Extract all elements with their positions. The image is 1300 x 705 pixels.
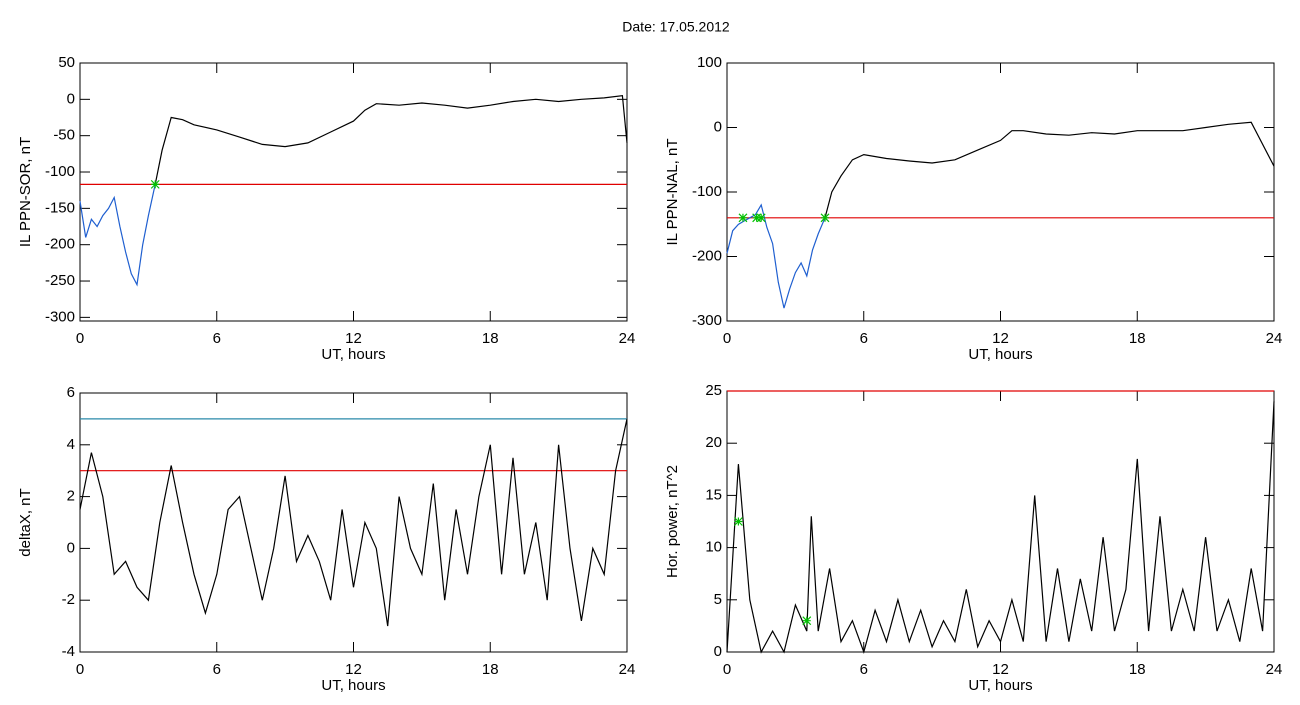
y-tick-label: 20 (705, 434, 722, 451)
x-tick-label: 6 (860, 330, 868, 347)
x-tick-label: 6 (860, 661, 868, 678)
y-axis-label: Hor. power, nT^2 (664, 465, 681, 578)
x-tick-label: 24 (619, 661, 636, 678)
x-tick-label: 24 (1266, 330, 1283, 347)
x-axis-label: UT, hours (321, 346, 385, 363)
y-tick-label: 25 (705, 382, 722, 399)
y-tick-label: -200 (692, 247, 722, 264)
x-tick-label: 12 (345, 661, 362, 678)
data-line (726, 401, 1275, 654)
data-line (79, 184, 156, 287)
plot-frame (79, 392, 628, 653)
star-marker (738, 213, 748, 223)
y-tick-label: -50 (53, 127, 75, 144)
y-tick-label: -2 (62, 591, 75, 608)
x-tick-label: 6 (213, 661, 221, 678)
star-marker (733, 517, 743, 526)
plot-frame (726, 390, 1275, 653)
x-tick-label: 12 (992, 661, 1009, 678)
plot-frame (79, 62, 628, 322)
x-tick-label: 0 (76, 661, 84, 678)
x-tick-label: 18 (1129, 661, 1146, 678)
y-tick-label: -300 (45, 308, 75, 325)
x-tick-label: 24 (1266, 661, 1283, 678)
star-marker (820, 213, 830, 223)
y-tick-label: 0 (714, 643, 722, 660)
y-tick-label: 15 (705, 486, 722, 503)
y-tick-label: 2 (67, 488, 75, 505)
data-line (79, 418, 628, 627)
y-tick-label: -300 (692, 312, 722, 329)
y-tick-label: -150 (45, 199, 75, 216)
data-line (154, 95, 628, 185)
star-marker (150, 179, 160, 189)
star-marker (802, 616, 812, 626)
x-tick-label: 6 (213, 330, 221, 347)
x-tick-label: 18 (482, 330, 499, 347)
x-tick-label: 12 (992, 330, 1009, 347)
y-tick-label: 5 (714, 591, 722, 608)
star-marker (756, 213, 766, 223)
star-marker (752, 213, 762, 223)
plot-frame (726, 62, 1275, 322)
data-line (824, 121, 1275, 218)
y-tick-label: -4 (62, 643, 75, 660)
data-line (726, 203, 826, 309)
y-tick-label: 0 (67, 539, 75, 556)
y-axis-label: IL PPN-NAL, nT (664, 139, 681, 246)
x-tick-label: 18 (1129, 330, 1146, 347)
y-tick-label: -100 (692, 183, 722, 200)
x-tick-label: 24 (619, 330, 636, 347)
x-tick-label: 0 (76, 330, 84, 347)
y-tick-label: -250 (45, 272, 75, 289)
x-axis-label: UT, hours (321, 677, 385, 694)
y-tick-label: 10 (705, 539, 722, 556)
y-tick-label: 0 (714, 118, 722, 135)
x-tick-label: 0 (723, 330, 731, 347)
x-tick-label: 18 (482, 661, 499, 678)
x-axis-label: UT, hours (968, 346, 1032, 363)
y-axis-label: IL PPN-SOR, nT (17, 137, 34, 247)
y-tick-label: 50 (58, 54, 75, 71)
y-tick-label: -200 (45, 236, 75, 253)
y-tick-label: 6 (67, 384, 75, 401)
y-tick-label: 4 (67, 436, 75, 453)
y-tick-label: 100 (697, 54, 722, 71)
x-tick-label: 12 (345, 330, 362, 347)
y-axis-label: deltaX, nT (17, 488, 34, 556)
x-tick-label: 0 (723, 661, 731, 678)
y-tick-label: -100 (45, 163, 75, 180)
figure-title: Date: 17.05.2012 (622, 19, 730, 35)
y-tick-label: 0 (67, 90, 75, 107)
x-axis-label: UT, hours (968, 677, 1032, 694)
